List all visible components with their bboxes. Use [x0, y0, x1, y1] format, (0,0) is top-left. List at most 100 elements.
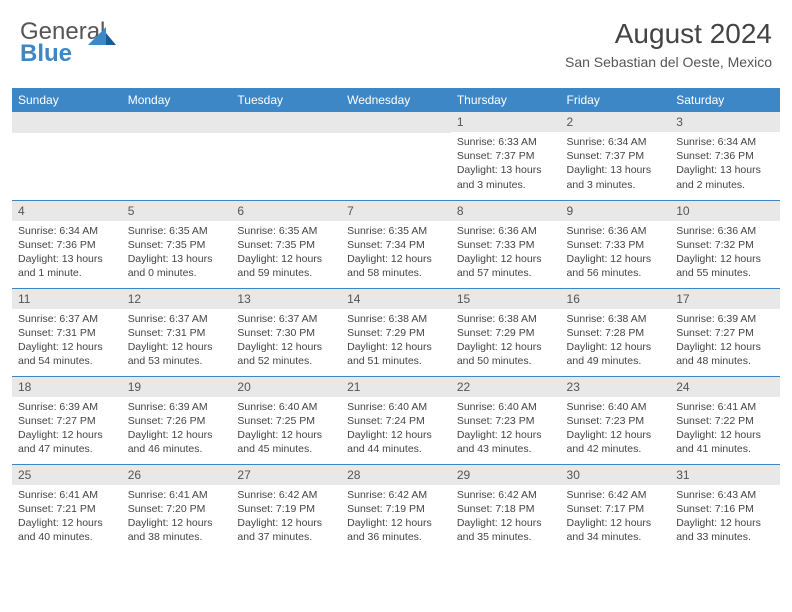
calendar-cell: 7Sunrise: 6:35 AMSunset: 7:34 PMDaylight… — [341, 200, 451, 288]
header: General Blue August 2024 San Sebastian d… — [0, 0, 792, 82]
empty-daynum — [341, 112, 451, 133]
day-details: Sunrise: 6:35 AMSunset: 7:34 PMDaylight:… — [341, 221, 451, 285]
day-number: 17 — [670, 289, 780, 309]
sunrise-line: Sunrise: 6:41 AM — [128, 488, 226, 502]
daylight-line: Daylight: 13 hours and 1 minute. — [18, 252, 116, 280]
calendar-cell: 23Sunrise: 6:40 AMSunset: 7:23 PMDayligh… — [561, 376, 671, 464]
calendar-cell: 30Sunrise: 6:42 AMSunset: 7:17 PMDayligh… — [561, 464, 671, 552]
sunrise-line: Sunrise: 6:42 AM — [347, 488, 445, 502]
sunset-line: Sunset: 7:37 PM — [567, 149, 665, 163]
calendar-cell: 28Sunrise: 6:42 AMSunset: 7:19 PMDayligh… — [341, 464, 451, 552]
day-number: 7 — [341, 201, 451, 221]
daylight-line: Daylight: 12 hours and 43 minutes. — [457, 428, 555, 456]
day-number: 6 — [231, 201, 341, 221]
day-details: Sunrise: 6:42 AMSunset: 7:19 PMDaylight:… — [341, 485, 451, 549]
sunset-line: Sunset: 7:24 PM — [347, 414, 445, 428]
day-details: Sunrise: 6:35 AMSunset: 7:35 PMDaylight:… — [231, 221, 341, 285]
sunset-line: Sunset: 7:20 PM — [128, 502, 226, 516]
daylight-line: Daylight: 12 hours and 42 minutes. — [567, 428, 665, 456]
day-number: 18 — [12, 377, 122, 397]
sunrise-line: Sunrise: 6:35 AM — [237, 224, 335, 238]
sunset-line: Sunset: 7:30 PM — [237, 326, 335, 340]
sunset-line: Sunset: 7:27 PM — [18, 414, 116, 428]
sunrise-line: Sunrise: 6:42 AM — [237, 488, 335, 502]
sunset-line: Sunset: 7:31 PM — [128, 326, 226, 340]
calendar-cell-empty — [231, 112, 341, 200]
day-number: 5 — [122, 201, 232, 221]
weekday-header: Sunday — [12, 88, 122, 112]
daylight-line: Daylight: 12 hours and 56 minutes. — [567, 252, 665, 280]
day-number: 16 — [561, 289, 671, 309]
calendar-cell: 14Sunrise: 6:38 AMSunset: 7:29 PMDayligh… — [341, 288, 451, 376]
day-details: Sunrise: 6:39 AMSunset: 7:27 PMDaylight:… — [670, 309, 780, 373]
day-details: Sunrise: 6:37 AMSunset: 7:30 PMDaylight:… — [231, 309, 341, 373]
sunrise-line: Sunrise: 6:43 AM — [676, 488, 774, 502]
sunset-line: Sunset: 7:17 PM — [567, 502, 665, 516]
calendar-cell: 25Sunrise: 6:41 AMSunset: 7:21 PMDayligh… — [12, 464, 122, 552]
sunset-line: Sunset: 7:23 PM — [457, 414, 555, 428]
calendar-row: 1Sunrise: 6:33 AMSunset: 7:37 PMDaylight… — [12, 112, 780, 200]
sunrise-line: Sunrise: 6:40 AM — [347, 400, 445, 414]
day-details: Sunrise: 6:40 AMSunset: 7:23 PMDaylight:… — [561, 397, 671, 461]
sunrise-line: Sunrise: 6:40 AM — [567, 400, 665, 414]
day-number: 23 — [561, 377, 671, 397]
calendar-cell: 21Sunrise: 6:40 AMSunset: 7:24 PMDayligh… — [341, 376, 451, 464]
sunset-line: Sunset: 7:36 PM — [18, 238, 116, 252]
daylight-line: Daylight: 13 hours and 0 minutes. — [128, 252, 226, 280]
sunrise-line: Sunrise: 6:37 AM — [237, 312, 335, 326]
calendar-cell: 2Sunrise: 6:34 AMSunset: 7:37 PMDaylight… — [561, 112, 671, 200]
day-details: Sunrise: 6:42 AMSunset: 7:18 PMDaylight:… — [451, 485, 561, 549]
daylight-line: Daylight: 12 hours and 36 minutes. — [347, 516, 445, 544]
calendar-cell: 19Sunrise: 6:39 AMSunset: 7:26 PMDayligh… — [122, 376, 232, 464]
logo-text-blue: Blue — [20, 40, 72, 67]
daylight-line: Daylight: 12 hours and 55 minutes. — [676, 252, 774, 280]
daylight-line: Daylight: 13 hours and 3 minutes. — [567, 163, 665, 191]
daylight-line: Daylight: 12 hours and 49 minutes. — [567, 340, 665, 368]
day-details: Sunrise: 6:37 AMSunset: 7:31 PMDaylight:… — [122, 309, 232, 373]
daylight-line: Daylight: 12 hours and 37 minutes. — [237, 516, 335, 544]
day-number: 12 — [122, 289, 232, 309]
day-number: 31 — [670, 465, 780, 485]
day-number: 13 — [231, 289, 341, 309]
day-details: Sunrise: 6:41 AMSunset: 7:22 PMDaylight:… — [670, 397, 780, 461]
calendar-cell: 31Sunrise: 6:43 AMSunset: 7:16 PMDayligh… — [670, 464, 780, 552]
sunrise-line: Sunrise: 6:38 AM — [347, 312, 445, 326]
sunrise-line: Sunrise: 6:37 AM — [18, 312, 116, 326]
daylight-line: Daylight: 13 hours and 2 minutes. — [676, 163, 774, 191]
day-number: 9 — [561, 201, 671, 221]
sunset-line: Sunset: 7:27 PM — [676, 326, 774, 340]
day-details: Sunrise: 6:34 AMSunset: 7:36 PMDaylight:… — [12, 221, 122, 285]
day-number: 14 — [341, 289, 451, 309]
sunset-line: Sunset: 7:31 PM — [18, 326, 116, 340]
calendar-cell: 4Sunrise: 6:34 AMSunset: 7:36 PMDaylight… — [12, 200, 122, 288]
day-details: Sunrise: 6:40 AMSunset: 7:23 PMDaylight:… — [451, 397, 561, 461]
daylight-line: Daylight: 12 hours and 33 minutes. — [676, 516, 774, 544]
calendar-cell: 12Sunrise: 6:37 AMSunset: 7:31 PMDayligh… — [122, 288, 232, 376]
sunset-line: Sunset: 7:36 PM — [676, 149, 774, 163]
daylight-line: Daylight: 13 hours and 3 minutes. — [457, 163, 555, 191]
day-details: Sunrise: 6:39 AMSunset: 7:26 PMDaylight:… — [122, 397, 232, 461]
daylight-line: Daylight: 12 hours and 59 minutes. — [237, 252, 335, 280]
sunrise-line: Sunrise: 6:39 AM — [128, 400, 226, 414]
daylight-line: Daylight: 12 hours and 45 minutes. — [237, 428, 335, 456]
sunrise-line: Sunrise: 6:34 AM — [567, 135, 665, 149]
calendar-cell: 1Sunrise: 6:33 AMSunset: 7:37 PMDaylight… — [451, 112, 561, 200]
calendar-cell: 11Sunrise: 6:37 AMSunset: 7:31 PMDayligh… — [12, 288, 122, 376]
sunrise-line: Sunrise: 6:35 AM — [347, 224, 445, 238]
sunset-line: Sunset: 7:29 PM — [347, 326, 445, 340]
sunset-line: Sunset: 7:19 PM — [237, 502, 335, 516]
sunrise-line: Sunrise: 6:35 AM — [128, 224, 226, 238]
day-number: 30 — [561, 465, 671, 485]
calendar-cell: 22Sunrise: 6:40 AMSunset: 7:23 PMDayligh… — [451, 376, 561, 464]
calendar-cell: 27Sunrise: 6:42 AMSunset: 7:19 PMDayligh… — [231, 464, 341, 552]
day-details: Sunrise: 6:41 AMSunset: 7:21 PMDaylight:… — [12, 485, 122, 549]
day-number: 1 — [451, 112, 561, 132]
daylight-line: Daylight: 12 hours and 50 minutes. — [457, 340, 555, 368]
calendar-cell: 26Sunrise: 6:41 AMSunset: 7:20 PMDayligh… — [122, 464, 232, 552]
calendar-table: SundayMondayTuesdayWednesdayThursdayFrid… — [12, 88, 780, 552]
calendar-cell: 15Sunrise: 6:38 AMSunset: 7:29 PMDayligh… — [451, 288, 561, 376]
calendar-body: 1Sunrise: 6:33 AMSunset: 7:37 PMDaylight… — [12, 112, 780, 552]
day-number: 26 — [122, 465, 232, 485]
sunrise-line: Sunrise: 6:39 AM — [676, 312, 774, 326]
day-details: Sunrise: 6:38 AMSunset: 7:29 PMDaylight:… — [341, 309, 451, 373]
